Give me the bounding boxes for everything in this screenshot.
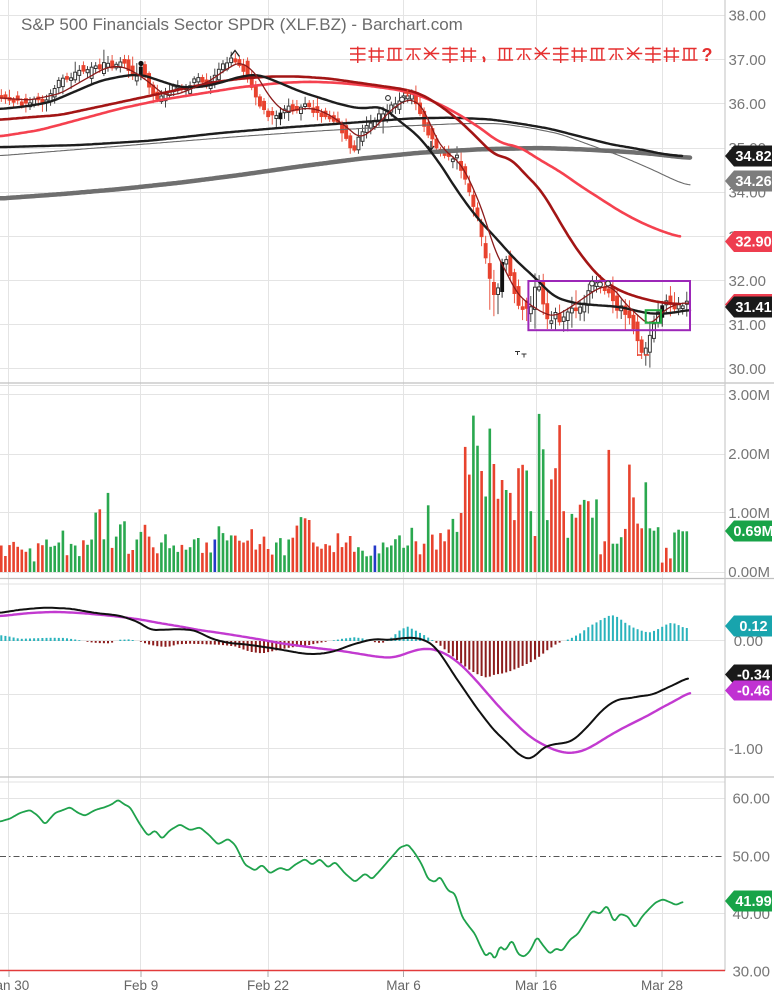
svg-text:36.00: 36.00	[728, 96, 766, 113]
svg-text:S&P 500 Financials Sector SPDR: S&P 500 Financials Sector SPDR (XLF.BZ) …	[21, 15, 463, 34]
svg-text:38.00: 38.00	[728, 8, 766, 25]
svg-text:31.41: 31.41	[735, 300, 771, 316]
svg-text:32.00: 32.00	[728, 273, 766, 290]
svg-text:1.00M: 1.00M	[728, 505, 770, 522]
svg-text:30.00: 30.00	[732, 964, 770, 981]
svg-text:37.00: 37.00	[728, 52, 766, 69]
svg-text:Feb 9: Feb 9	[124, 978, 159, 993]
svg-text:-0.46: -0.46	[737, 684, 770, 700]
svg-text:34.26: 34.26	[735, 174, 771, 190]
svg-text:Feb 22: Feb 22	[247, 978, 289, 993]
svg-text:34.82: 34.82	[735, 149, 771, 165]
svg-text:31.00: 31.00	[728, 317, 766, 334]
svg-text:2.00M: 2.00M	[728, 446, 770, 463]
svg-text:60.00: 60.00	[732, 791, 770, 808]
svg-text:0.69M: 0.69M	[733, 524, 773, 540]
svg-text:41.99: 41.99	[735, 894, 771, 910]
svg-text:3.00M: 3.00M	[728, 387, 770, 404]
svg-text:?: ?	[702, 45, 713, 65]
svg-text:30.00: 30.00	[728, 361, 766, 378]
svg-text:0.12: 0.12	[739, 619, 767, 635]
svg-text:32.90: 32.90	[735, 235, 771, 251]
svg-text:Jan 30: Jan 30	[0, 978, 29, 993]
svg-text:Mar 6: Mar 6	[386, 978, 421, 993]
svg-text:0.00M: 0.00M	[728, 564, 770, 581]
svg-text:-0.34: -0.34	[737, 668, 770, 684]
svg-text:Mar 28: Mar 28	[641, 978, 683, 993]
svg-text:Mar 16: Mar 16	[515, 978, 557, 993]
svg-text:50.00: 50.00	[732, 848, 770, 865]
svg-text:0.00: 0.00	[734, 633, 763, 650]
svg-text:-1.00: -1.00	[729, 741, 763, 758]
